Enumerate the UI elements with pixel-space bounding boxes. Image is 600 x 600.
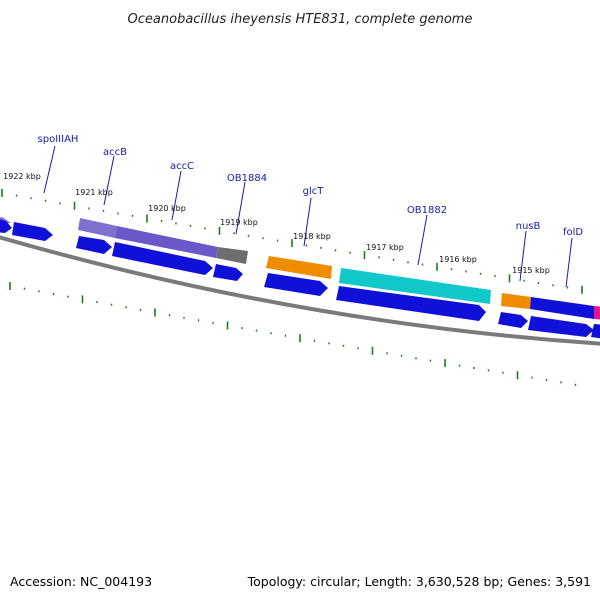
gene-label-OB1882[interactable]: OB1882 [407, 205, 447, 216]
feature-folD[interactable] [530, 297, 594, 319]
gene-label-accB[interactable]: accB [103, 147, 127, 158]
feature-edge-magenta [594, 306, 600, 320]
feature-accC[interactable] [115, 226, 218, 258]
label-callout-icon [235, 181, 246, 235]
label-callout-icon [417, 214, 428, 266]
kbp-label: 1922 kbp [3, 172, 41, 181]
gene-label-folD[interactable]: folD [563, 227, 583, 238]
topology-text: Topology: circular; Length: 3,630,528 bp… [247, 574, 591, 589]
cds-arrow[interactable] [591, 324, 600, 339]
feature-OB1884[interactable] [216, 247, 248, 264]
label-callout-icon [103, 155, 115, 206]
lower-tick-ring [9, 282, 577, 386]
cds-arrow[interactable] [498, 312, 528, 328]
feature-nusB[interactable] [501, 293, 531, 309]
feature-accB[interactable] [78, 218, 117, 238]
gene-label-nusB[interactable]: nusB [516, 221, 541, 232]
genome-backbone [0, 235, 600, 346]
cds-arrow[interactable] [213, 264, 243, 281]
label-callout-icon [303, 197, 312, 247]
gene-label-glcT[interactable]: glcT [303, 186, 325, 197]
cds-arrow[interactable] [0, 218, 12, 233]
cds-ring [0, 218, 600, 339]
kbp-label: 1916 kbp [439, 255, 477, 264]
label-callout-icon [519, 230, 527, 282]
gene-label-OB1884[interactable]: OB1884 [227, 173, 267, 184]
feature-ring [0, 217, 600, 320]
gene-label-spoIIIAH[interactable]: spoIIIAH [38, 134, 79, 145]
cds-arrow[interactable] [528, 316, 594, 337]
gene-labels: spoIIIAH accB accC OB1884 glcT OB1882 nu… [38, 134, 583, 288]
cds-arrow[interactable] [264, 273, 328, 296]
label-callout-icon [565, 237, 573, 288]
kbp-label: 1919 kbp [220, 218, 258, 227]
kbp-label: 1917 kbp [366, 243, 404, 252]
kbp-label: 1920 kbp [148, 204, 186, 213]
map-title: Oceanobacillus iheyensis HTE831, complet… [128, 12, 473, 27]
cds-arrow[interactable] [12, 222, 53, 241]
kbp-label: 1921 kbp [75, 188, 113, 197]
kbp-label: 1918 kbp [293, 232, 331, 241]
label-callout-icon [43, 145, 56, 194]
feature-glcT[interactable] [266, 256, 332, 279]
gene-label-accC[interactable]: accC [170, 161, 194, 172]
cds-arrow[interactable] [112, 242, 213, 275]
kbp-scale: 1922 kbp 1921 kbp 1920 kbp 1919 kbp 1918… [3, 172, 550, 275]
kbp-label: 1915 kbp [512, 266, 550, 275]
label-callout-icon [171, 170, 182, 221]
upper-tick-ring [1, 189, 583, 294]
cds-arrow[interactable] [76, 236, 112, 254]
cds-arrow[interactable] [336, 286, 486, 321]
feature-OB1882[interactable] [339, 268, 491, 304]
accession-text: Accession: NC_004193 [10, 574, 152, 589]
